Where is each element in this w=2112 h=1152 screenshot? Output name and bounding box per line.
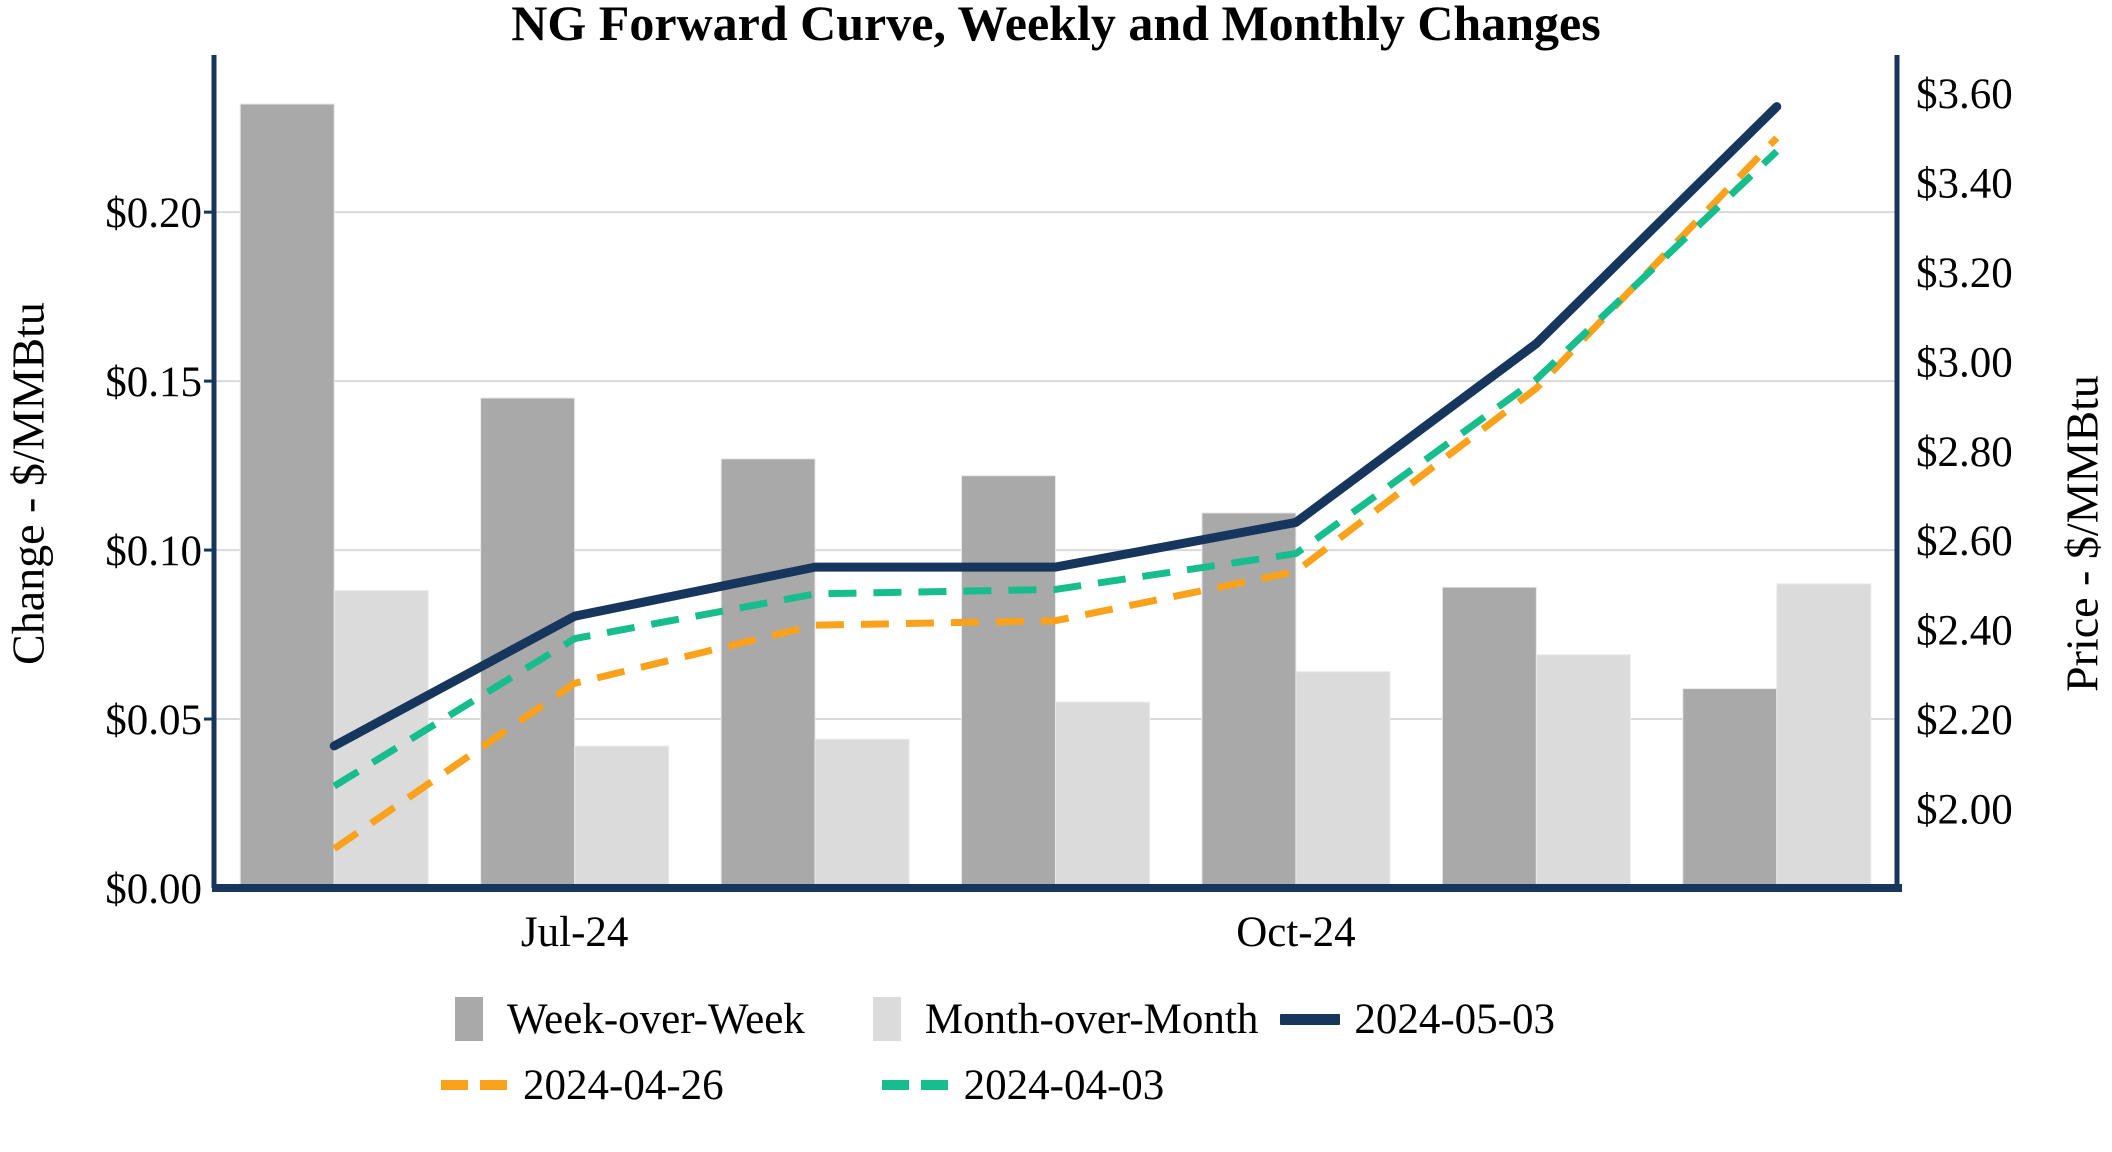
x-axis-label: Oct-24 — [1236, 909, 1355, 956]
legend-label-2024-05-03: 2024-05-03 — [1354, 995, 1555, 1043]
line-2024-05-03 — [329, 102, 1782, 751]
left-axis-tick-label: $0.00 — [105, 866, 202, 913]
chart-title: NG Forward Curve, Weekly and Monthly Cha… — [511, 0, 1601, 51]
bar-month-over-month — [1535, 654, 1631, 889]
x-axis-label: Jul-24 — [521, 909, 629, 956]
legend-label-month-over-month: Month-over-Month — [924, 995, 1259, 1043]
left-axis-tick-label: $0.10 — [105, 528, 202, 575]
right-axis-tick-label: $2.20 — [1916, 697, 2013, 744]
orange-dash-swatch-icon — [441, 1080, 507, 1090]
legend-item-2024-04-26: 2024-04-26 — [441, 1061, 724, 1110]
legend-item-2024-04-03: 2024-04-03 — [881, 1061, 1165, 1110]
bar-week-over-week — [961, 475, 1056, 889]
left-axis-tick-label: $0.20 — [105, 190, 202, 237]
right-axis-tick-label: $2.80 — [1916, 429, 2013, 476]
right-axis-tick-label: $2.60 — [1916, 518, 2013, 565]
legend-label-2024-04-26: 2024-04-26 — [523, 1061, 724, 1109]
legend-row-1: Week-over-Week Month-over-Month 2024-05-… — [455, 995, 1555, 1043]
green-dash-swatch-icon — [881, 1080, 948, 1090]
right-axis-tick-label: $2.40 — [1916, 608, 2013, 655]
right-axis-tick-label: $3.20 — [1916, 250, 2013, 297]
left-axis-tick-label: $0.15 — [105, 359, 202, 406]
bar-month-over-month — [574, 745, 670, 889]
legend-item-month-over-month: Month-over-Month — [872, 995, 1259, 1044]
legend-label-2024-04-03: 2024-04-03 — [963, 1061, 1165, 1109]
bar-month-over-month — [1295, 671, 1391, 889]
month-over-month-swatch-icon — [872, 997, 901, 1041]
solid-line-swatch-icon — [1280, 1013, 1341, 1025]
line-2024-04-26 — [332, 135, 1780, 852]
left-axis-tick-label: $0.05 — [105, 697, 202, 744]
right-axis-tick-label: $3.00 — [1916, 339, 2013, 386]
right-axis-tick-label: $3.40 — [1916, 161, 2013, 208]
legend-item-week-over-week: Week-over-Week — [455, 995, 805, 1044]
bar-month-over-month — [1055, 701, 1150, 889]
line-2024-04-03 — [332, 148, 1780, 790]
bar-week-over-week — [239, 103, 335, 889]
week-over-week-swatch-icon — [455, 997, 483, 1041]
bar-month-over-month — [814, 738, 910, 889]
bar-week-over-week — [1682, 688, 1778, 889]
legend-label-week-over-week: Week-over-Week — [507, 995, 805, 1043]
bar-week-over-week — [1201, 512, 1297, 889]
right-axis-tick-label: $2.00 — [1916, 786, 2013, 833]
right-axis-tick-label: $3.60 — [1916, 71, 2013, 118]
bar-week-over-week — [1441, 586, 1537, 889]
legend-item-2024-05-03: 2024-05-03 — [1280, 995, 1555, 1044]
bar-month-over-month — [1776, 583, 1872, 889]
bar-week-over-week — [720, 458, 816, 889]
legend-row-2: 2024-04-26 2024-04-03 — [441, 1061, 1164, 1109]
